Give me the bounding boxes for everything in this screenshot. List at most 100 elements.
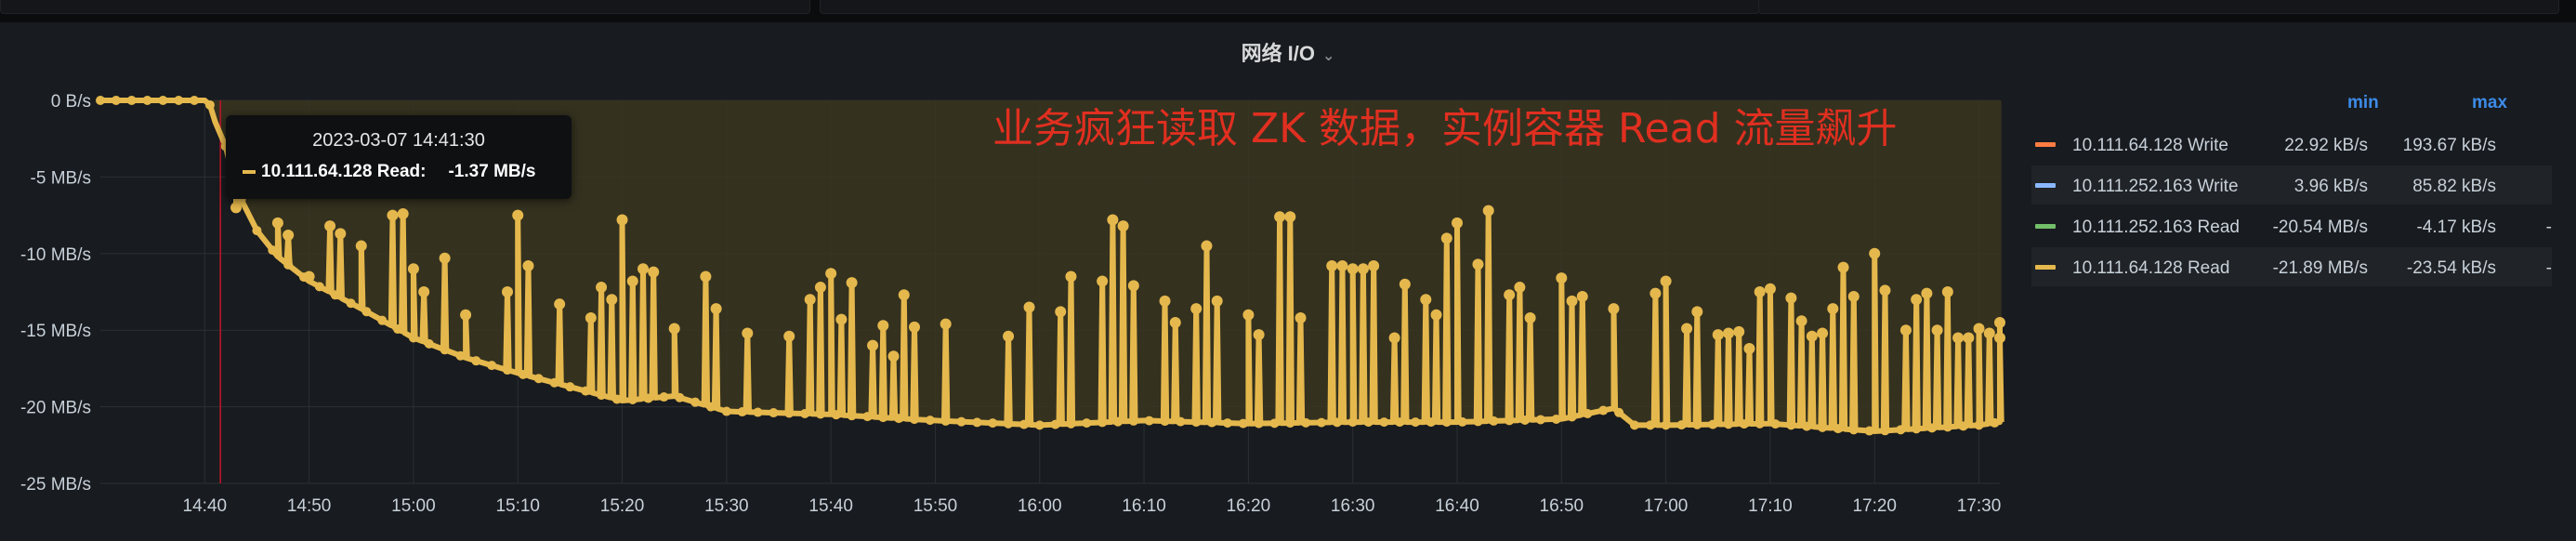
data-point	[1931, 324, 1943, 336]
data-point	[512, 209, 524, 221]
data-point	[894, 414, 904, 424]
data-point	[1785, 292, 1797, 304]
data-point	[753, 407, 763, 417]
data-point	[439, 252, 451, 264]
data-point	[1879, 284, 1891, 297]
data-point	[1050, 419, 1060, 429]
y-tick-label: -5 MB/s	[31, 168, 91, 188]
data-point	[324, 220, 336, 232]
data-point	[1974, 420, 1984, 430]
tooltip-series-row: 10.111.64.128 Read: -1.37 MB/s	[243, 162, 535, 182]
data-point	[142, 96, 152, 105]
data-point	[1864, 426, 1874, 436]
x-tick-label: 15:00	[391, 496, 436, 516]
data-point	[554, 298, 566, 310]
data-point	[611, 394, 622, 404]
data-point	[1921, 287, 1933, 299]
data-point	[909, 321, 920, 333]
legend-min-header[interactable]: min	[2347, 93, 2379, 112]
data-point	[1191, 417, 1202, 428]
x-tick-label: 17:20	[1852, 496, 1897, 516]
data-point	[1739, 419, 1749, 429]
legend-row[interactable]: 10.111.64.128 Read -21.89 MB/s -23.54 kB…	[2031, 247, 2552, 286]
legend-max-header[interactable]: max	[2472, 93, 2508, 112]
data-point	[1097, 275, 1109, 287]
data-point	[815, 409, 825, 419]
legend-max-value: 193.67 kB/s	[2402, 136, 2496, 155]
x-tick-label: 17:30	[1957, 496, 2002, 516]
data-point	[706, 402, 716, 412]
data-point	[346, 298, 356, 309]
data-point	[862, 412, 873, 422]
data-point	[668, 323, 680, 335]
data-point	[1420, 294, 1432, 306]
data-point	[1566, 295, 1578, 307]
data-point	[1869, 247, 1881, 259]
data-point	[522, 259, 534, 271]
data-point	[831, 410, 841, 420]
data-point	[925, 416, 935, 426]
x-tick-label: 16:00	[1018, 496, 1062, 516]
y-tick-label: -25 MB/s	[20, 475, 91, 495]
data-point	[1452, 217, 1463, 229]
panel-title[interactable]: 网络 I/O ⌄	[0, 37, 2576, 67]
data-point	[1411, 417, 1421, 428]
data-point	[972, 417, 982, 428]
data-point	[1357, 263, 1369, 275]
data-point	[1990, 417, 2000, 428]
data-point	[1802, 421, 1812, 431]
legend-row[interactable]: 10.111.64.128 Write 22.92 kB/s 193.67 kB…	[2031, 125, 2552, 164]
data-point	[1284, 211, 1296, 223]
data-point	[1505, 416, 1515, 426]
data-point	[335, 228, 347, 240]
data-point	[1712, 329, 1724, 341]
data-point	[1034, 420, 1045, 430]
x-tick-label: 15:20	[600, 496, 645, 516]
data-point	[1927, 423, 1937, 433]
legend-extra-value: -	[2545, 218, 2552, 237]
data-point	[1004, 418, 1014, 429]
data-point	[1473, 416, 1483, 427]
data-point	[283, 230, 295, 242]
data-point	[230, 202, 242, 214]
legend-swatch	[2035, 224, 2056, 229]
data-point	[1285, 418, 1295, 429]
data-point	[627, 395, 637, 405]
tooltip-series-swatch	[243, 169, 256, 174]
data-point	[549, 377, 559, 388]
data-point	[408, 333, 418, 343]
x-tick-label: 16:10	[1122, 496, 1166, 516]
data-point	[1363, 417, 1373, 428]
y-tick-label: 0 B/s	[51, 92, 91, 112]
data-point	[1082, 418, 1092, 429]
legend-max-value: 85.82 kB/s	[2412, 177, 2496, 196]
data-point	[1629, 420, 1639, 430]
legend-row[interactable]: 10.111.252.163 Read -20.54 MB/s -4.17 kB…	[2031, 206, 2552, 245]
data-point	[1107, 214, 1119, 226]
data-point	[769, 408, 779, 418]
data-point	[847, 411, 857, 421]
data-point	[393, 324, 403, 335]
data-point	[1128, 416, 1138, 426]
data-point	[440, 345, 450, 355]
data-point	[800, 409, 810, 419]
data-point	[596, 282, 608, 294]
data-point	[1395, 417, 1405, 428]
legend-row[interactable]: 10.111.252.163 Write 3.96 kB/s 85.82 kB/…	[2031, 165, 2552, 205]
data-point	[585, 312, 597, 324]
data-point	[1833, 424, 1843, 434]
data-point	[518, 369, 528, 379]
data-point	[1551, 414, 1561, 424]
data-point	[1207, 417, 1217, 428]
tooltip-time: 2023-03-07 14:41:30	[312, 130, 485, 151]
data-point	[1238, 418, 1248, 429]
data-point	[1326, 259, 1338, 271]
data-point	[1211, 295, 1223, 307]
data-point	[867, 339, 879, 351]
chevron-down-icon[interactable]: ⌄	[1322, 48, 1335, 64]
data-point	[1201, 240, 1213, 252]
data-point	[1097, 417, 1108, 428]
data-point	[314, 282, 324, 292]
data-point	[1764, 283, 1776, 295]
